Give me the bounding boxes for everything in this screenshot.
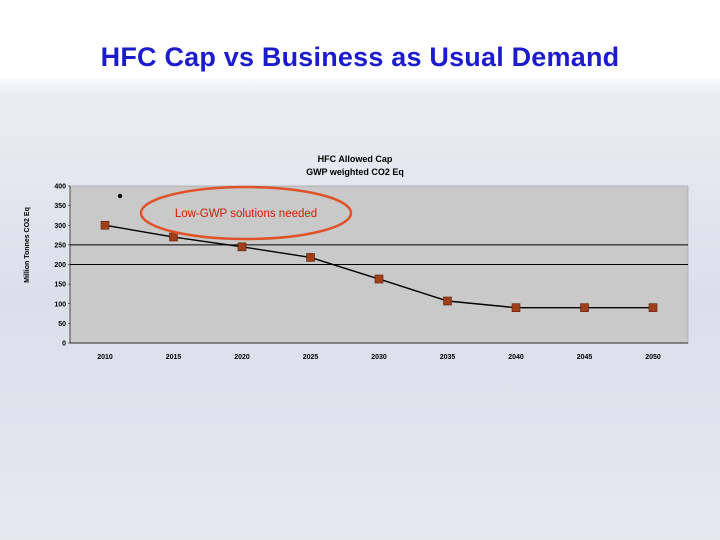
x-tick-label: 2025 [303,354,319,361]
x-tick-label: 2015 [166,354,182,361]
data-point-marker [100,220,110,230]
x-tick-label: 2010 [97,354,113,361]
data-point-marker [237,242,247,252]
x-tick-label: 2045 [577,354,593,361]
stray-dot [117,193,123,199]
y-tick-label: 200 [54,262,66,269]
y-tick-label: 350 [54,203,66,210]
data-point-marker [169,232,178,242]
series-markers [100,220,658,312]
data-point-marker [511,303,521,312]
data-point-marker [648,303,658,312]
x-tick-label: 2040 [508,354,524,361]
x-tick-label: 2050 [645,354,661,361]
reference-lines [70,244,688,265]
data-point-marker [374,274,384,284]
y-axis-label: Million Tonnes CO2 Eq [24,207,31,283]
data-point-marker [306,253,315,262]
chart-title-line-1: HFC Allowed Cap [318,154,393,164]
y-tick-label: 400 [54,184,66,191]
y-tick-label: 150 [54,282,66,289]
annotation-oval [139,185,353,241]
slide-title: HFC Cap vs Business as Usual Demand [100,42,620,72]
chart-title-line-2: GWP weighted CO2 Eq [306,167,404,177]
data-point-marker [580,303,589,312]
y-axis-ticks: 0 50 100 150 200 250 300 350 400 [54,184,70,348]
y-tick-label: 300 [54,223,66,230]
y-tick-label: 250 [54,242,66,249]
x-tick-label: 2030 [371,354,387,361]
data-point-marker [443,296,452,306]
x-tick-label: 2020 [234,354,250,361]
x-tick-label: 2035 [440,354,456,361]
annotation-text: Low-GWP solutions needed [175,208,317,220]
y-tick-label: 50 [58,321,66,328]
y-tick-label: 0 [62,341,66,348]
y-tick-label: 100 [54,301,66,308]
x-axis-ticks: 2010 2015 2020 2025 2030 2035 2040 2045 2050 [97,354,661,361]
title-band [0,0,720,78]
